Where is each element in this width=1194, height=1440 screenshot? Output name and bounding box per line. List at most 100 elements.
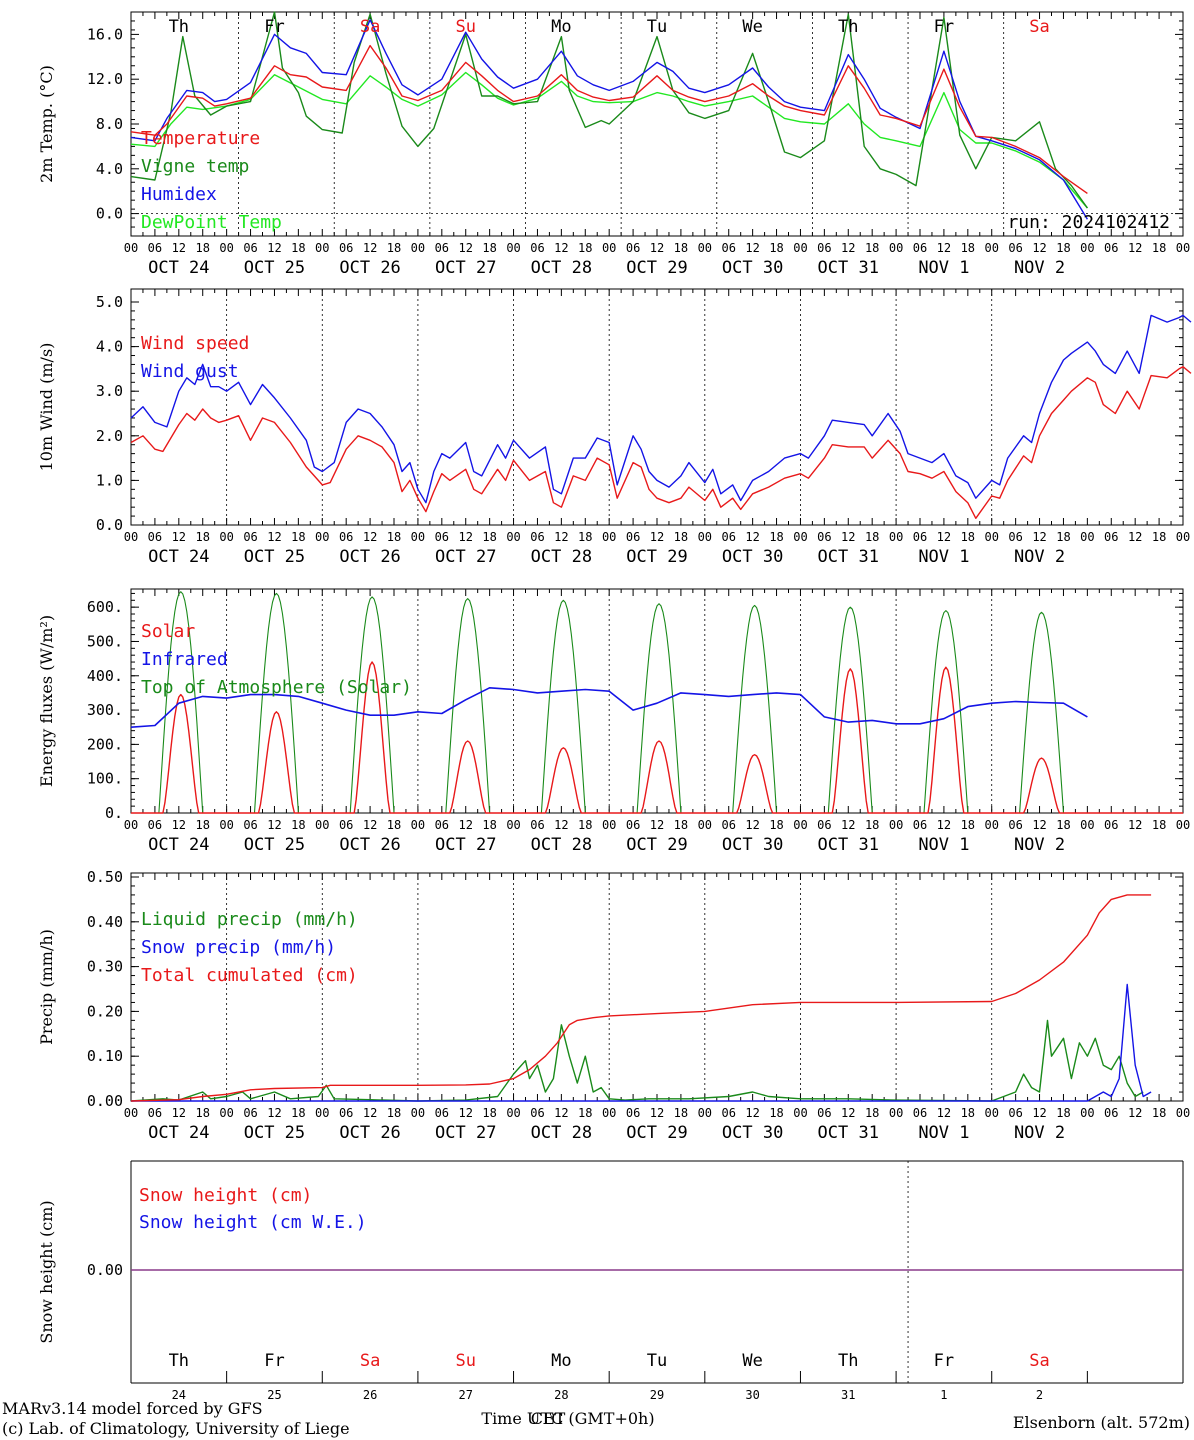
hour-tick-label: 06: [722, 241, 736, 255]
hour-tick-label: 00: [889, 530, 903, 544]
hour-tick-label: 18: [769, 1106, 783, 1120]
hour-tick-label: 06: [722, 530, 736, 544]
hour-tick-label: 12: [172, 530, 186, 544]
hour-tick-label: 06: [530, 818, 544, 832]
hour-tick-label: 00: [506, 241, 520, 255]
y-axis-title: 10m Wind (m/s): [37, 343, 56, 472]
hour-tick-label: 12: [937, 241, 951, 255]
series-line-total-cumulated-cm: [130, 894, 1152, 1102]
hour-tick-label: 00: [315, 241, 329, 255]
hour-tick-label: 06: [148, 241, 162, 255]
day-number-label: 2: [1036, 1388, 1043, 1402]
hour-tick-label: 06: [817, 818, 831, 832]
series-line-temperature: [130, 44, 1088, 194]
date-label: OCT 27: [435, 258, 496, 278]
hour-tick-label: 06: [913, 1106, 927, 1120]
hour-tick-label: 12: [554, 530, 568, 544]
day-number-label: 26: [363, 1388, 377, 1402]
date-label: OCT 31: [818, 1123, 879, 1143]
hour-tick-label: 06: [530, 241, 544, 255]
date-label: NOV 1: [918, 547, 969, 567]
date-label: OCT 28: [531, 1123, 592, 1143]
hour-tick-label: 06: [148, 530, 162, 544]
weekday-label: Mo: [551, 17, 571, 37]
hour-tick-label: 12: [745, 241, 759, 255]
date-label: OCT 27: [435, 547, 496, 567]
hour-tick-label: 18: [196, 530, 210, 544]
date-label: OCT 26: [339, 258, 400, 278]
y-tick-label: 0.00: [87, 1092, 123, 1110]
hour-tick-label: 06: [1104, 530, 1118, 544]
hour-tick-label: 00: [985, 1106, 999, 1120]
legend-entry: Temperature: [141, 128, 260, 149]
date-label: OCT 31: [818, 835, 879, 855]
hour-tick-label: 06: [817, 530, 831, 544]
hour-tick-label: 18: [387, 241, 401, 255]
y-tick-label: 500.: [87, 632, 123, 650]
hour-tick-label: 12: [650, 1106, 664, 1120]
hour-tick-label: 12: [1128, 530, 1142, 544]
weekday-label: Tu: [647, 1351, 667, 1371]
date-label: OCT 25: [244, 258, 305, 278]
hour-tick-label: 18: [769, 241, 783, 255]
day-number-label: 1: [940, 1388, 947, 1402]
series-line-infrared: [130, 686, 1088, 728]
hour-tick-label: 18: [961, 241, 975, 255]
legend-entry: Liquid precip (mm/h): [141, 909, 358, 930]
y-tick-label: 300.: [87, 701, 123, 719]
day-number-label: 30: [745, 1388, 759, 1402]
hour-tick-label: 18: [578, 1106, 592, 1120]
hour-tick-label: 12: [267, 530, 281, 544]
date-label: OCT 29: [626, 835, 687, 855]
hour-tick-label: 12: [172, 241, 186, 255]
date-label: OCT 29: [626, 258, 687, 278]
hour-tick-label: 12: [459, 1106, 473, 1120]
panel-frame-wind: [130, 288, 1184, 526]
legend-entry: Snow height (cm W.E.): [139, 1212, 367, 1233]
hour-tick-label: 18: [1056, 530, 1070, 544]
hour-tick-label: 12: [554, 818, 568, 832]
hour-tick-label: 12: [267, 241, 281, 255]
hour-tick-label: 06: [148, 818, 162, 832]
hour-tick-label: 06: [243, 818, 257, 832]
date-label: OCT 24: [148, 1123, 209, 1143]
y-axis-title: Precip (mm/h): [37, 929, 56, 1045]
weekday-label: Th: [838, 17, 858, 37]
legend-entry: Solar: [141, 621, 195, 642]
date-label: OCT 25: [244, 547, 305, 567]
y-tick-label: 400.: [87, 667, 123, 685]
y-axis-title: 2m Temp. (°C): [37, 65, 56, 183]
hour-tick-label: 06: [1104, 818, 1118, 832]
hour-tick-label: 00: [698, 241, 712, 255]
hour-tick-label: 12: [267, 1106, 281, 1120]
hour-tick-label: 12: [841, 1106, 855, 1120]
hour-tick-label: 06: [530, 530, 544, 544]
hour-tick-label: 06: [913, 818, 927, 832]
hour-tick-label: 00: [124, 1106, 138, 1120]
hour-tick-label: 00: [602, 818, 616, 832]
hour-tick-label: 12: [459, 530, 473, 544]
legend-entry: Wind speed: [141, 333, 249, 354]
date-label: OCT 27: [435, 835, 496, 855]
date-label: OCT 26: [339, 835, 400, 855]
y-tick-label: 200.: [87, 735, 123, 753]
date-label: OCT 26: [339, 547, 400, 567]
hour-tick-label: 00: [124, 241, 138, 255]
hour-tick-label: 18: [865, 530, 879, 544]
credit-lab: (c) Lab. of Climatology, University of L…: [2, 1419, 350, 1438]
hour-tick-label: 18: [291, 818, 305, 832]
hour-tick-label: 00: [698, 818, 712, 832]
day-number-label: 29: [650, 1388, 664, 1402]
hour-tick-label: 06: [626, 241, 640, 255]
y-tick-label: 4.0: [96, 338, 123, 356]
y-tick-label: 0.0: [96, 516, 123, 534]
hour-tick-label: 12: [267, 818, 281, 832]
weekday-label: Sa: [360, 17, 380, 37]
date-label: NOV 1: [918, 835, 969, 855]
date-label: OCT 25: [244, 835, 305, 855]
hour-tick-label: 06: [817, 1106, 831, 1120]
hour-tick-label: 12: [363, 1106, 377, 1120]
date-label: NOV 2: [1014, 835, 1065, 855]
y-tick-label: 100.: [87, 770, 123, 788]
day-number-label: 31: [841, 1388, 855, 1402]
